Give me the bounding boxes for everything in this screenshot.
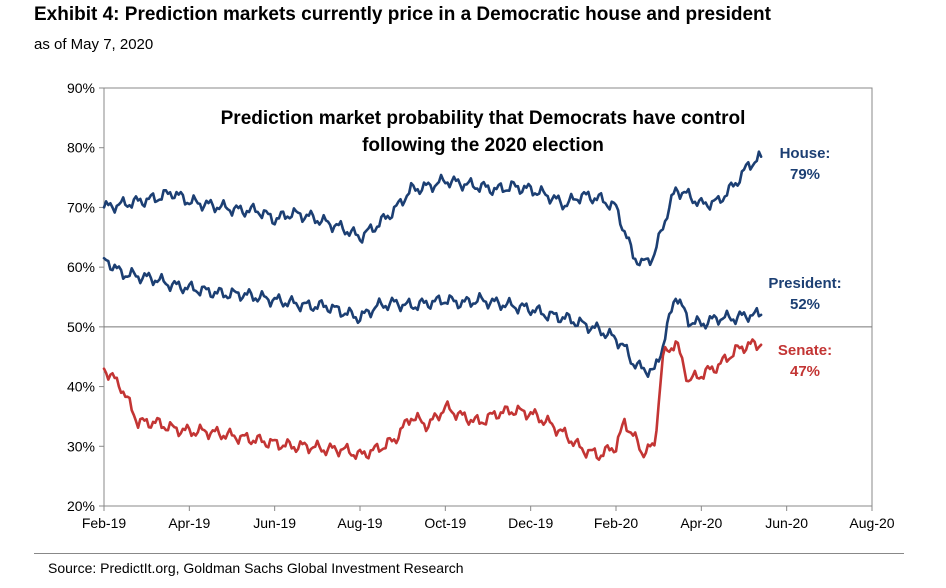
- plot-frame: [103, 87, 873, 507]
- series-value-president: 52%: [790, 296, 820, 313]
- series-label-president: President:: [768, 275, 841, 292]
- source-divider: [34, 553, 904, 554]
- series-line-president: [102, 256, 763, 378]
- x-tick-label: Feb-19: [82, 515, 127, 531]
- x-tick-label: Apr-19: [168, 515, 210, 531]
- x-tick-label: Aug-20: [849, 515, 894, 531]
- y-tick-label: 60%: [67, 259, 95, 275]
- x-tick-label: Jun-19: [253, 515, 296, 531]
- y-tick-label: 50%: [67, 319, 95, 335]
- exhibit-title: Exhibit 4: Prediction markets currently …: [34, 4, 771, 25]
- x-tick-label: Oct-19: [424, 515, 466, 531]
- chart-axes: 20% 30% 40% 50% 60% 70% 80% 90% Feb-19 Apr-19 Jun-…: [67, 80, 895, 531]
- chart-series: [102, 150, 763, 461]
- y-tick-label: 20%: [67, 498, 95, 514]
- y-tick-label: 90%: [67, 80, 95, 96]
- exhibit-subtitle: as of May 7, 2020: [34, 36, 154, 53]
- series-value-house: 79%: [790, 166, 820, 183]
- x-tick-label: Jun-20: [765, 515, 808, 531]
- y-tick-label: 70%: [67, 199, 95, 215]
- y-tick-label: 30%: [67, 438, 95, 454]
- series-label-house: House:: [780, 145, 831, 162]
- series-label-senate: Senate:: [778, 342, 832, 359]
- y-tick-label: 40%: [67, 379, 95, 395]
- y-tick-label: 80%: [67, 140, 95, 156]
- x-tick-label: Dec-19: [508, 515, 553, 531]
- x-tick-label: Apr-20: [680, 515, 722, 531]
- x-tick-label: Feb-20: [594, 515, 639, 531]
- series-line-house: [102, 150, 763, 267]
- x-tick-label: Aug-19: [337, 515, 382, 531]
- source-note: Source: PredictIt.org, Goldman Sachs Glo…: [48, 560, 464, 576]
- chart-title-line-1: Prediction market probability that Democ…: [221, 108, 746, 129]
- series-labels: House: 79% President: 52% Senate: 47%: [768, 145, 841, 380]
- series-line-senate: [102, 338, 763, 461]
- series-value-senate: 47%: [790, 363, 820, 380]
- chart-title-line-2: following the 2020 election: [362, 135, 604, 156]
